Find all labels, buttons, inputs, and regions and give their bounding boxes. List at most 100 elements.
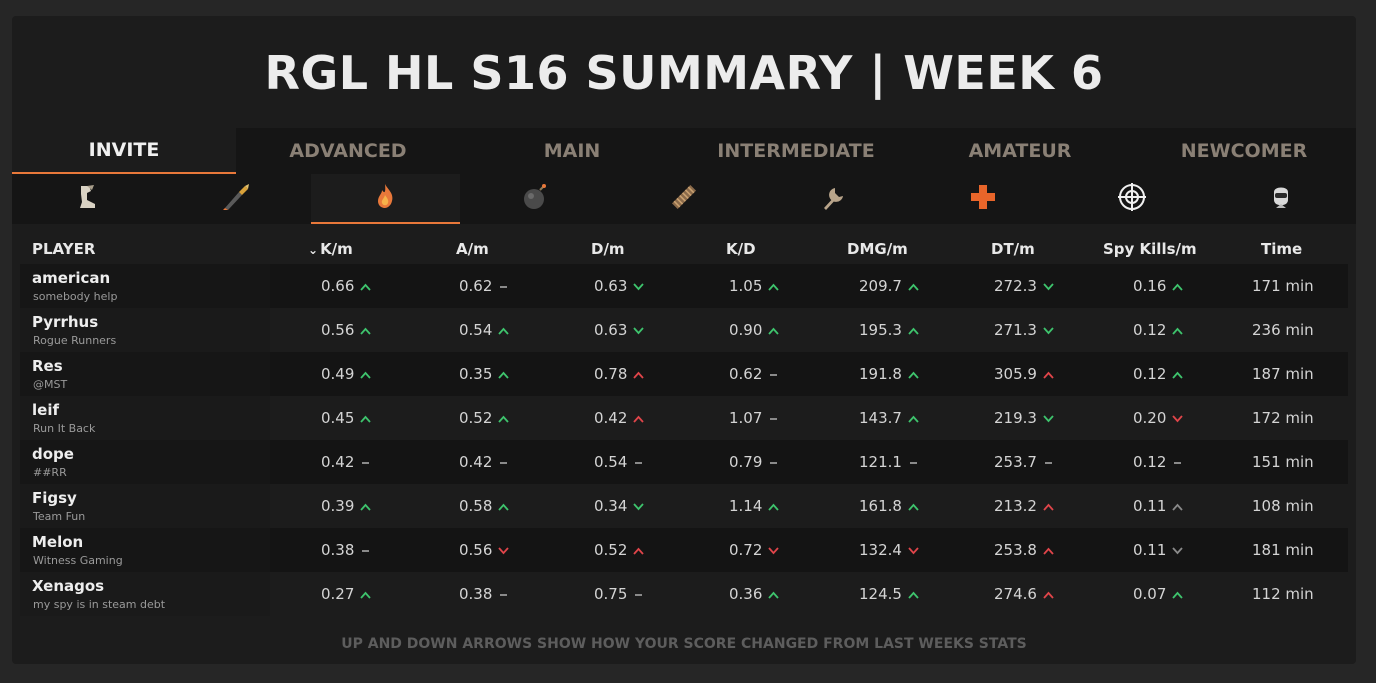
- trend-up-icon: [908, 415, 922, 423]
- class-tabs: [12, 174, 1356, 224]
- tab-amateur[interactable]: AMATEUR: [968, 140, 1072, 162]
- stat-value: 271.3: [994, 321, 1037, 339]
- stat-value: 0.11: [1133, 497, 1167, 515]
- player-name[interactable]: Xenagos: [32, 577, 105, 595]
- col-player[interactable]: PLAYER: [32, 240, 96, 258]
- trend-up-icon: [498, 327, 512, 335]
- trend-up-icon: [908, 371, 922, 379]
- stat-value: 0.42: [594, 409, 628, 427]
- sniper-icon: [1117, 182, 1147, 216]
- stat-kd: 0.79: [729, 440, 782, 484]
- stat-spy: 0.07: [1133, 572, 1186, 616]
- col-dmg[interactable]: DMG/m: [847, 240, 908, 258]
- trend-up-icon: [498, 371, 512, 379]
- class-tab-pyro[interactable]: [310, 174, 460, 224]
- stat-value: 0.78: [594, 365, 628, 383]
- table-row[interactable]: Figsy Team Fun 0.39 0.58 0.34 1.14 161.8 213.2 0…: [20, 484, 1348, 528]
- class-tab-heavy[interactable]: [609, 174, 758, 224]
- table-row[interactable]: Xenagos my spy is in steam debt 0.27 0.38 0.…: [20, 572, 1348, 616]
- trend-up-icon: [908, 591, 922, 599]
- stat-spy: 0.12: [1133, 352, 1186, 396]
- player-team: somebody help: [33, 290, 118, 303]
- class-tab-spy[interactable]: [1207, 174, 1356, 224]
- col-kd[interactable]: K/D: [726, 240, 756, 258]
- stat-time: 172 min: [1252, 409, 1314, 427]
- player-name[interactable]: dope: [32, 445, 74, 463]
- trend-same-icon: [633, 591, 647, 599]
- trend-up-icon: [768, 327, 782, 335]
- stat-value: 0.56: [459, 541, 493, 559]
- stat-dt: 253.8: [994, 528, 1057, 572]
- stat-time: 112 min: [1252, 585, 1314, 603]
- stat-value: 1.07: [729, 409, 763, 427]
- stat-kd: 1.14: [729, 484, 782, 528]
- trend-up-icon: [360, 283, 374, 291]
- class-tab-demoman[interactable]: [460, 174, 609, 224]
- stat-kd: 1.05: [729, 264, 782, 308]
- table-row[interactable]: Pyrrhus Rogue Runners 0.56 0.54 0.63 0.90 195.…: [20, 308, 1348, 352]
- stat-dmg: 209.7: [859, 264, 922, 308]
- stat-dpm: 0.75: [594, 572, 647, 616]
- trend-down-icon: [633, 502, 647, 511]
- engineer-icon: [818, 182, 848, 216]
- player-name[interactable]: Figsy: [32, 489, 77, 507]
- player-name[interactable]: Res: [32, 357, 63, 375]
- col-dpm[interactable]: D/m: [591, 240, 625, 258]
- tab-main[interactable]: MAIN: [543, 140, 601, 162]
- stat-value: 0.20: [1133, 409, 1167, 427]
- class-tab-sniper[interactable]: [1057, 174, 1206, 224]
- stat-dpm: 0.34: [594, 484, 647, 528]
- class-tab-scout[interactable]: [12, 174, 161, 224]
- col-time[interactable]: Time: [1261, 240, 1303, 258]
- class-tab-engineer[interactable]: [759, 174, 908, 224]
- tab-newcomer[interactable]: NEWCOMER: [1180, 140, 1308, 162]
- stat-dt: 274.6: [994, 572, 1057, 616]
- trend-up-icon: [360, 591, 374, 599]
- stat-apm: 0.54: [459, 308, 512, 352]
- stat-dt: 272.3: [994, 264, 1057, 308]
- stat-time: 187 min: [1252, 365, 1314, 383]
- class-tab-soldier[interactable]: [161, 174, 310, 224]
- spy-icon: [1266, 182, 1296, 216]
- stat-value: 0.11: [1133, 541, 1167, 559]
- stat-dmg: 161.8: [859, 484, 922, 528]
- trend-down-icon: [908, 546, 922, 555]
- stat-dt: 253.7: [994, 440, 1057, 484]
- stat-value: 253.8: [994, 541, 1037, 559]
- player-name[interactable]: Pyrrhus: [32, 313, 99, 331]
- table-row[interactable]: leif Run It Back 0.45 0.52 0.42 1.07 143.7 219.…: [20, 396, 1348, 440]
- class-tab-medic[interactable]: [908, 174, 1057, 224]
- table-row[interactable]: american somebody help 0.66 0.62 0.63 1.05 209…: [20, 264, 1348, 308]
- trend-down-icon: [1043, 282, 1057, 291]
- stat-kpm: 0.27: [321, 572, 374, 616]
- tab-advanced[interactable]: ADVANCED: [289, 140, 407, 162]
- stat-time: 236 min: [1252, 321, 1314, 339]
- page-title: RGL HL S16 SUMMARY | WEEK 6: [264, 46, 1104, 100]
- stat-kd: 0.72: [729, 528, 782, 572]
- trend-up-icon: [1172, 283, 1186, 291]
- player-name[interactable]: Melon: [32, 533, 84, 551]
- col-apm[interactable]: A/m: [456, 240, 489, 258]
- stat-kd: 0.36: [729, 572, 782, 616]
- table-row[interactable]: Res @MST 0.49 0.35 0.78 0.62 191.8 305.9 0.12 187…: [20, 352, 1348, 396]
- stat-dpm: 0.78: [594, 352, 647, 396]
- stat-value: 1.14: [729, 497, 763, 515]
- trend-same-icon: [360, 459, 374, 467]
- table-row[interactable]: dope ##RR 0.42 0.42 0.54 0.79 121.1 253.7 0.12 15…: [20, 440, 1348, 484]
- trend-up-icon: [1043, 591, 1057, 599]
- trend-down-icon: [768, 546, 782, 555]
- stat-value: 0.45: [321, 409, 355, 427]
- col-kpm[interactable]: ⌄ K/m: [308, 234, 353, 264]
- player-cell: Res @MST: [20, 352, 270, 396]
- player-name[interactable]: leif: [32, 401, 59, 419]
- summary-card: RGL HL S16 SUMMARY | WEEK 6 INVITE ADVANC…: [12, 16, 1356, 664]
- col-dt[interactable]: DT/m: [991, 240, 1035, 258]
- col-spy[interactable]: Spy Kills/m: [1103, 240, 1197, 258]
- table-row[interactable]: Melon Witness Gaming 0.38 0.56 0.52 0.72 132.4…: [20, 528, 1348, 572]
- tab-intermediate[interactable]: INTERMEDIATE: [717, 140, 875, 162]
- stat-dpm: 0.42: [594, 396, 647, 440]
- stat-value: 0.62: [459, 277, 493, 295]
- trend-same-icon: [768, 415, 782, 423]
- player-name[interactable]: american: [32, 269, 111, 287]
- tab-invite[interactable]: INVITE: [12, 128, 236, 174]
